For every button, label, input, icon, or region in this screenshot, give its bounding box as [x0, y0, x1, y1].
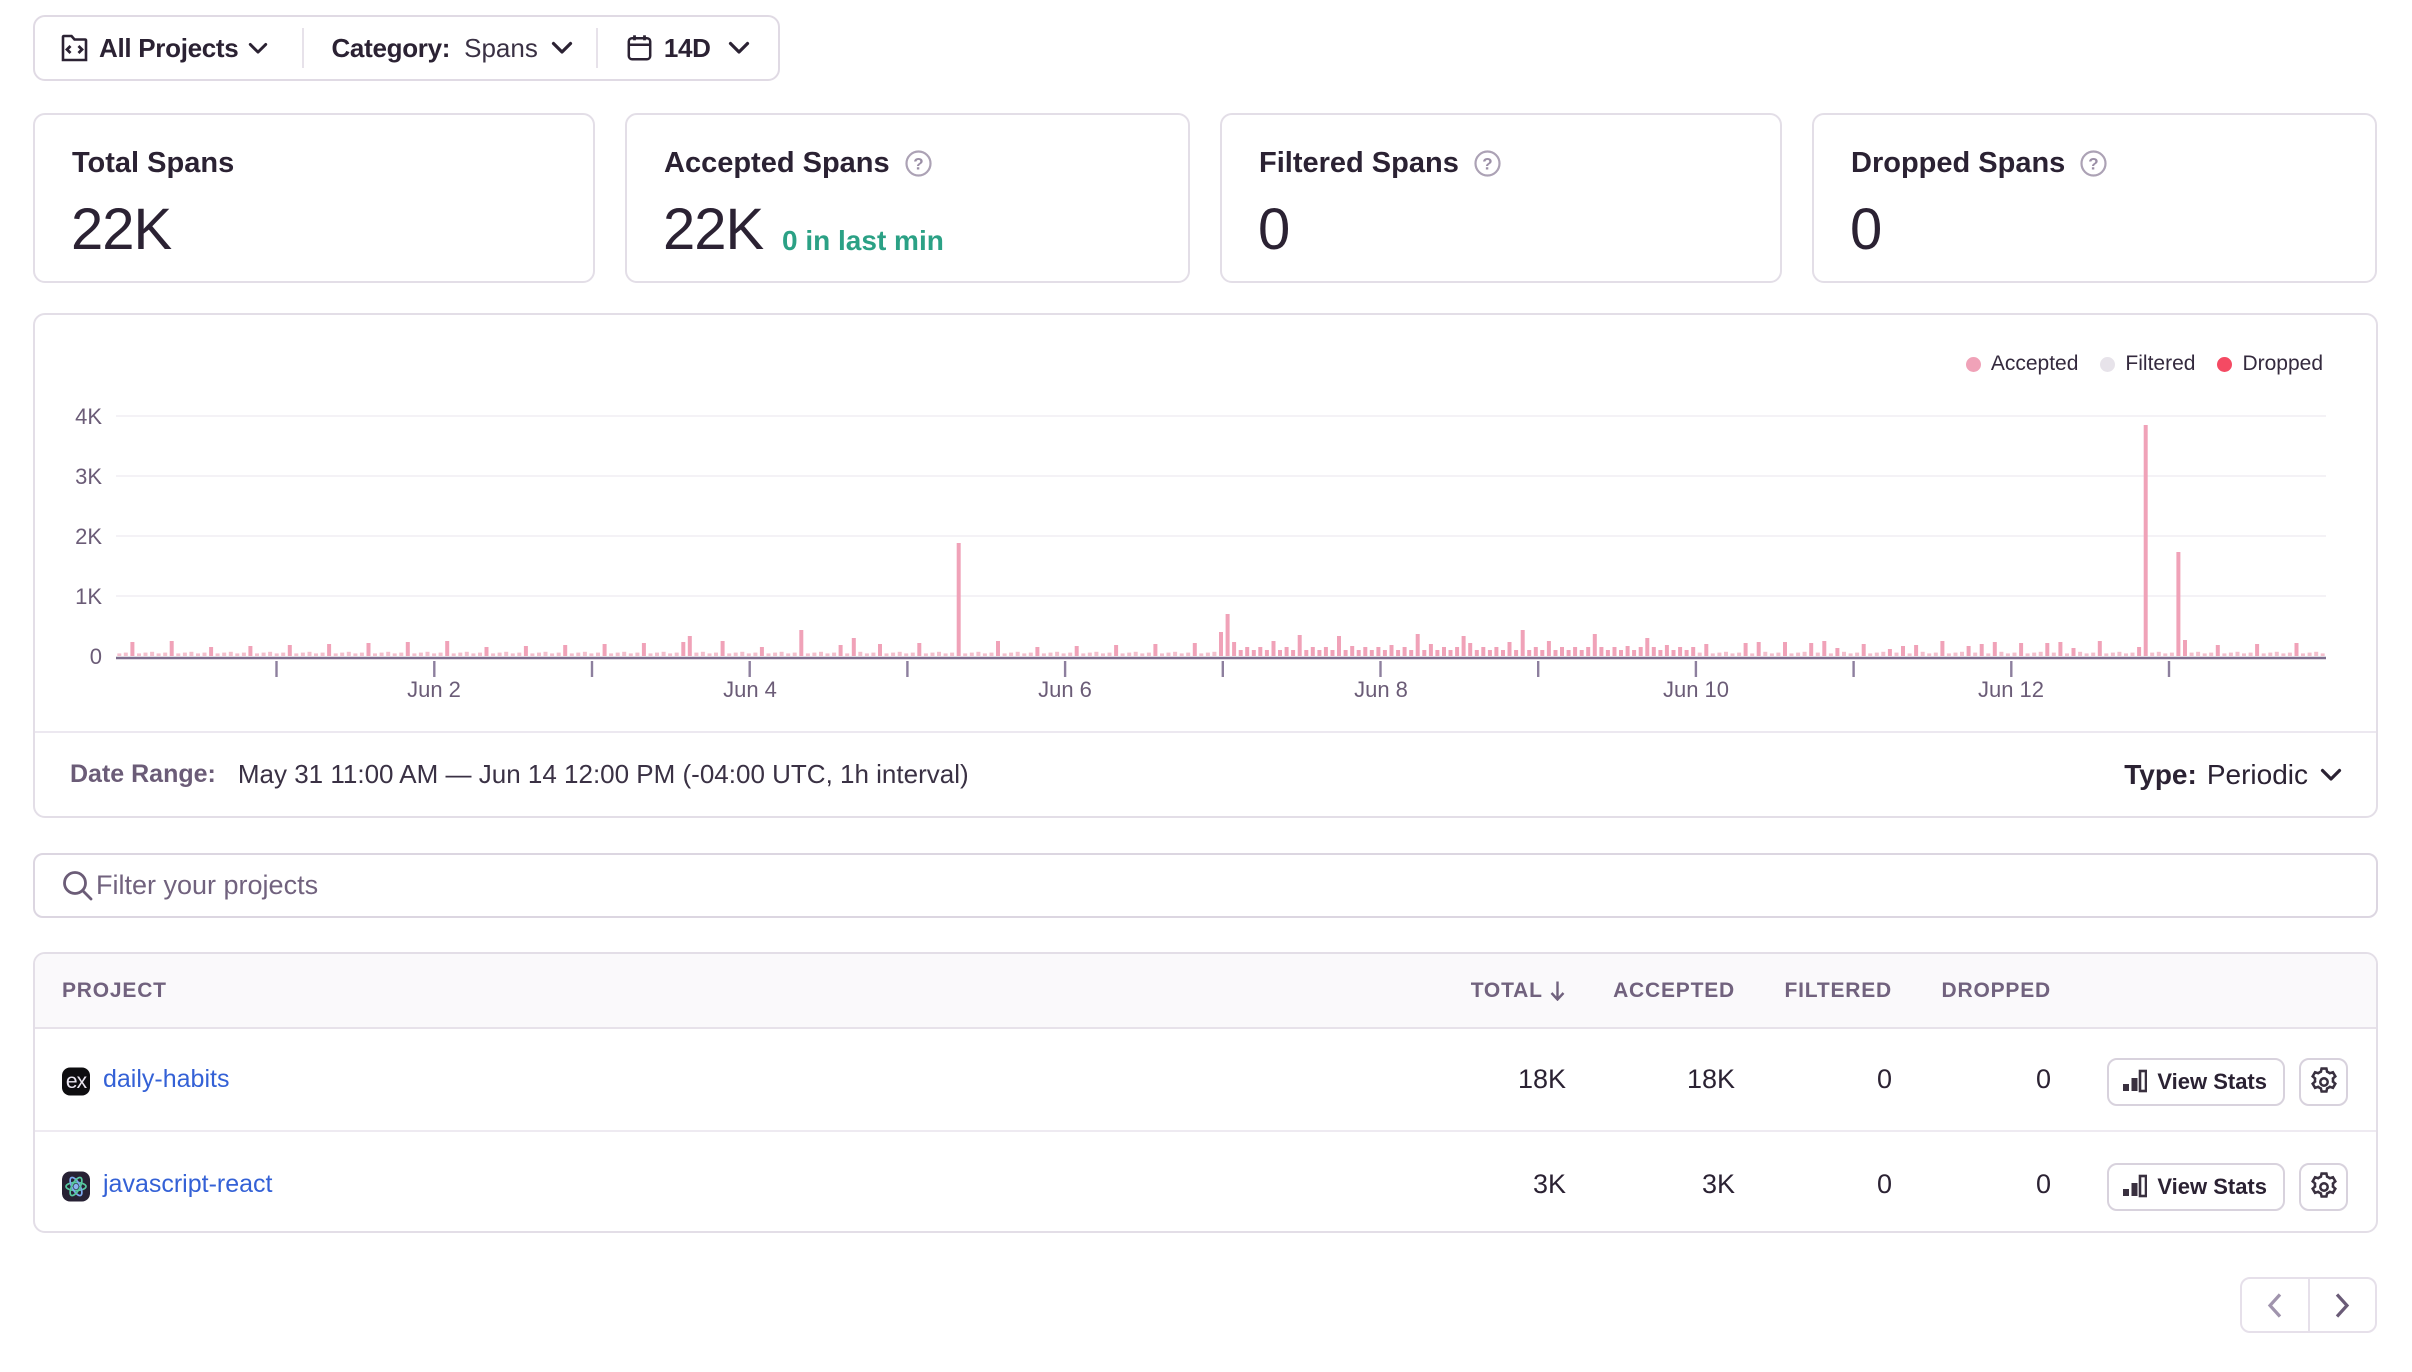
- svg-text:1K: 1K: [75, 584, 102, 609]
- svg-text:3K: 3K: [75, 464, 102, 489]
- svg-text:2K: 2K: [75, 524, 102, 549]
- svg-text:ex: ex: [66, 1070, 88, 1093]
- svg-text:?: ?: [2089, 155, 2099, 174]
- svg-text:0: 0: [90, 644, 102, 669]
- svg-text:Jun 2: Jun 2: [407, 677, 461, 702]
- svg-text:Jun 6: Jun 6: [1038, 677, 1092, 702]
- svg-text:Jun 4: Jun 4: [723, 677, 777, 702]
- svg-text:4K: 4K: [75, 404, 102, 429]
- svg-text:Jun 8: Jun 8: [1354, 677, 1408, 702]
- svg-text:Jun 12: Jun 12: [1978, 677, 2044, 702]
- svg-text:?: ?: [1482, 155, 1492, 174]
- svg-text:Jun 10: Jun 10: [1663, 677, 1729, 702]
- svg-text:?: ?: [913, 155, 923, 174]
